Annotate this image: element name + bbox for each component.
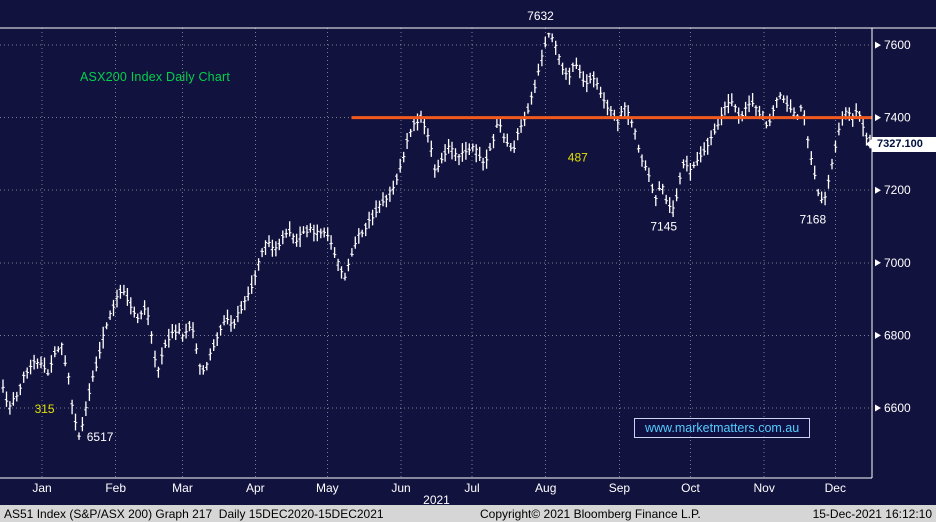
annotation-7632: 7632 [527, 9, 554, 23]
y-axis-tick-label: 7000 [884, 256, 911, 270]
annotation-7145: 7145 [650, 220, 677, 234]
annotation-487: 487 [568, 151, 588, 165]
status-timestamp: 15-Dec-2021 16:12:10 [812, 506, 932, 521]
last-price-value: 7327.100 [877, 137, 923, 150]
status-ticker-description: AS51 Index (S&P/ASX 200) Graph 217 Daily… [4, 506, 384, 521]
x-axis-month-label: Jul [464, 481, 479, 495]
status-copyright: Copyright© 2021 Bloomberg Finance L.P. [480, 506, 701, 521]
axis-tick-arrow-icon [875, 331, 881, 339]
y-axis-tick-label: 6800 [884, 328, 911, 342]
x-axis-month-label: Jan [32, 481, 51, 495]
x-axis-labels: Jan Feb Mar Apr May Jun Jul Aug Sep Oct Nov Dec 2021 [32, 481, 846, 505]
last-price-flag: 7327.100 [866, 136, 936, 152]
chart-annotations: 7632 487 7145 7168 315 6517 [35, 9, 827, 444]
x-axis-month-label: Oct [681, 481, 700, 495]
x-axis-month-label: Sep [609, 481, 631, 495]
axis-tick-arrow-icon [875, 259, 881, 267]
x-axis-year-label: 2021 [423, 493, 450, 505]
marketmatters-link[interactable]: www.marketmatters.com.au [634, 418, 811, 438]
x-axis-month-label: Aug [535, 481, 556, 495]
gridlines [0, 28, 872, 478]
annotation-315: 315 [35, 402, 55, 416]
status-bar: AS51 Index (S&P/ASX 200) Graph 217 Daily… [0, 505, 936, 522]
axis-tick-arrow-icon [875, 41, 881, 49]
x-axis-month-label: Mar [172, 481, 193, 495]
annotation-6517: 6517 [87, 430, 114, 444]
price-bars [1, 32, 872, 440]
x-axis-month-label: Feb [105, 481, 126, 495]
x-axis-month-label: May [316, 481, 339, 495]
axis-tick-arrow-icon [875, 114, 881, 122]
chart-title: ASX200 Index Daily Chart [80, 70, 231, 84]
y-axis-tick-label: 6600 [884, 401, 911, 415]
x-axis-month-label: Jun [391, 481, 410, 495]
x-axis-month-label: Nov [754, 481, 775, 495]
chart-frame [0, 27, 936, 479]
x-axis-month-label: Dec [825, 481, 846, 495]
annotation-7168: 7168 [799, 212, 826, 226]
y-axis-labels: 7600 7400 7200 7000 6800 6600 [875, 38, 911, 415]
axis-tick-arrow-icon [875, 404, 881, 412]
y-axis-tick-label: 7400 [884, 111, 911, 125]
y-axis-tick-label: 7600 [884, 38, 911, 52]
price-flag-arrow-icon [866, 139, 872, 150]
y-axis-tick-label: 7200 [884, 183, 911, 197]
x-axis-month-label: Apr [246, 481, 265, 495]
axis-tick-arrow-icon [875, 186, 881, 194]
